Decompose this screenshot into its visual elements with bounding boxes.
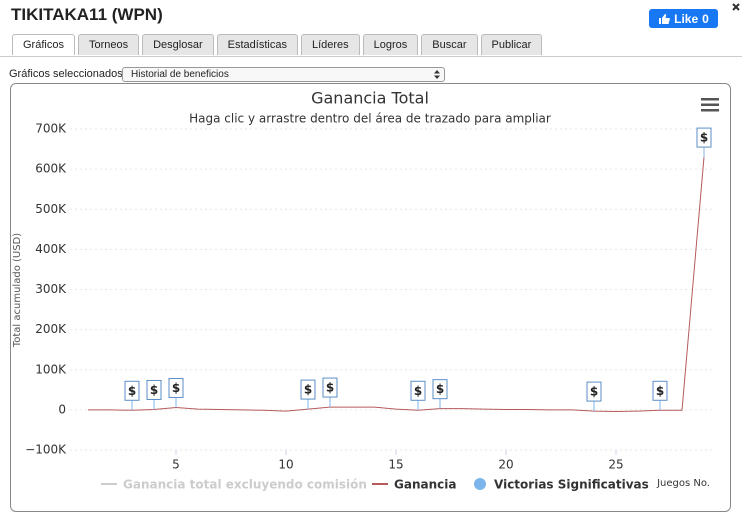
tab[interactable]: Buscar — [421, 34, 478, 55]
flag-box — [146, 379, 162, 400]
flag: $ — [168, 377, 184, 408]
tab[interactable]: Publicar — [480, 34, 543, 55]
flag: $ — [696, 127, 712, 158]
flag-box — [586, 381, 602, 402]
y-tick-label: 600K — [35, 162, 67, 176]
chart-select[interactable]: Historial de beneficios — [122, 67, 445, 82]
flag-box — [432, 379, 448, 400]
flag-box — [168, 377, 184, 398]
flag-label: $ — [436, 382, 444, 396]
flag-box — [300, 379, 316, 400]
flag-label: $ — [150, 383, 158, 397]
flag-box — [696, 127, 712, 148]
flag-label: $ — [590, 385, 598, 399]
chart-frame — [10, 83, 731, 512]
flag: $ — [432, 379, 448, 409]
tab[interactable]: Estadísticas — [216, 34, 298, 55]
flag: $ — [652, 380, 668, 411]
y-tick-label: 200K — [35, 322, 67, 336]
tab-line — [0, 56, 742, 57]
flag: $ — [322, 377, 338, 408]
y-tick-label: 500K — [35, 202, 67, 216]
flag-label: $ — [700, 131, 708, 145]
tab[interactable]: Torneos — [77, 34, 140, 55]
series-line — [88, 157, 705, 412]
x-tick-label: 15 — [388, 458, 403, 472]
flag-box — [652, 380, 668, 401]
select-value: Historial de beneficios — [131, 69, 229, 80]
legend-label[interactable]: Ganancia — [394, 478, 456, 492]
y-tick-label: 300K — [35, 282, 67, 296]
flag-box — [124, 380, 140, 401]
flag: $ — [124, 380, 140, 411]
chart-subtitle: Haga clic y arrastre dentro del área de … — [189, 112, 551, 126]
tab[interactable]: Logros — [362, 34, 419, 55]
y-tick-label: −100K — [25, 443, 67, 457]
select-arrows — [434, 70, 440, 79]
like-button[interactable]: Like 0 — [649, 9, 718, 28]
y-axis-label: Total acumulado (USD) — [12, 233, 23, 348]
tab[interactable]: Desglosar — [142, 34, 214, 55]
y-tick-label: 0 — [58, 402, 66, 416]
flag: $ — [300, 379, 316, 410]
flag: $ — [586, 381, 602, 412]
y-tick-label: 100K — [35, 362, 67, 376]
y-tick-label: 400K — [35, 242, 67, 256]
x-tick-label: 10 — [278, 458, 293, 472]
flag-label: $ — [414, 384, 422, 398]
legend-swatch — [474, 478, 486, 490]
legend-label[interactable]: Ganancia total excluyendo comisión — [123, 478, 367, 492]
close-icon[interactable] — [731, 2, 741, 12]
flag-label: $ — [326, 381, 334, 395]
flag-label: $ — [656, 384, 664, 398]
flag: $ — [410, 380, 426, 411]
x-tick-label: 25 — [608, 458, 623, 472]
like-label: Like — [674, 11, 699, 26]
menu-icon[interactable] — [701, 98, 719, 112]
x-tick-label: 20 — [498, 458, 513, 472]
y-tick-label: 700K — [35, 122, 67, 136]
like-count: 0 — [702, 11, 709, 26]
selector-label: Gráficos seleccionados: — [9, 68, 126, 80]
tab-bar: Gráficos Torneos Desglosar Estadísticas Líde… — [12, 34, 543, 55]
x-tick-label: 5 — [172, 458, 180, 472]
player-title: TIKITAKA11 (WPN) — [11, 5, 163, 24]
flag-box — [322, 377, 338, 398]
flag-box — [410, 380, 426, 401]
thumb-icon — [659, 13, 671, 24]
flag-label: $ — [128, 384, 136, 398]
flag-label: $ — [304, 383, 312, 397]
tab[interactable]: Líderes — [300, 34, 360, 55]
flag-label: $ — [172, 381, 180, 395]
flag: $ — [146, 379, 162, 410]
x-axis-label: Juegos No. — [656, 478, 710, 489]
legend-label: Victorias Significativas — [494, 478, 649, 492]
chart-title: Ganancia Total — [311, 89, 429, 108]
tab[interactable]: Gráficos — [12, 34, 75, 55]
